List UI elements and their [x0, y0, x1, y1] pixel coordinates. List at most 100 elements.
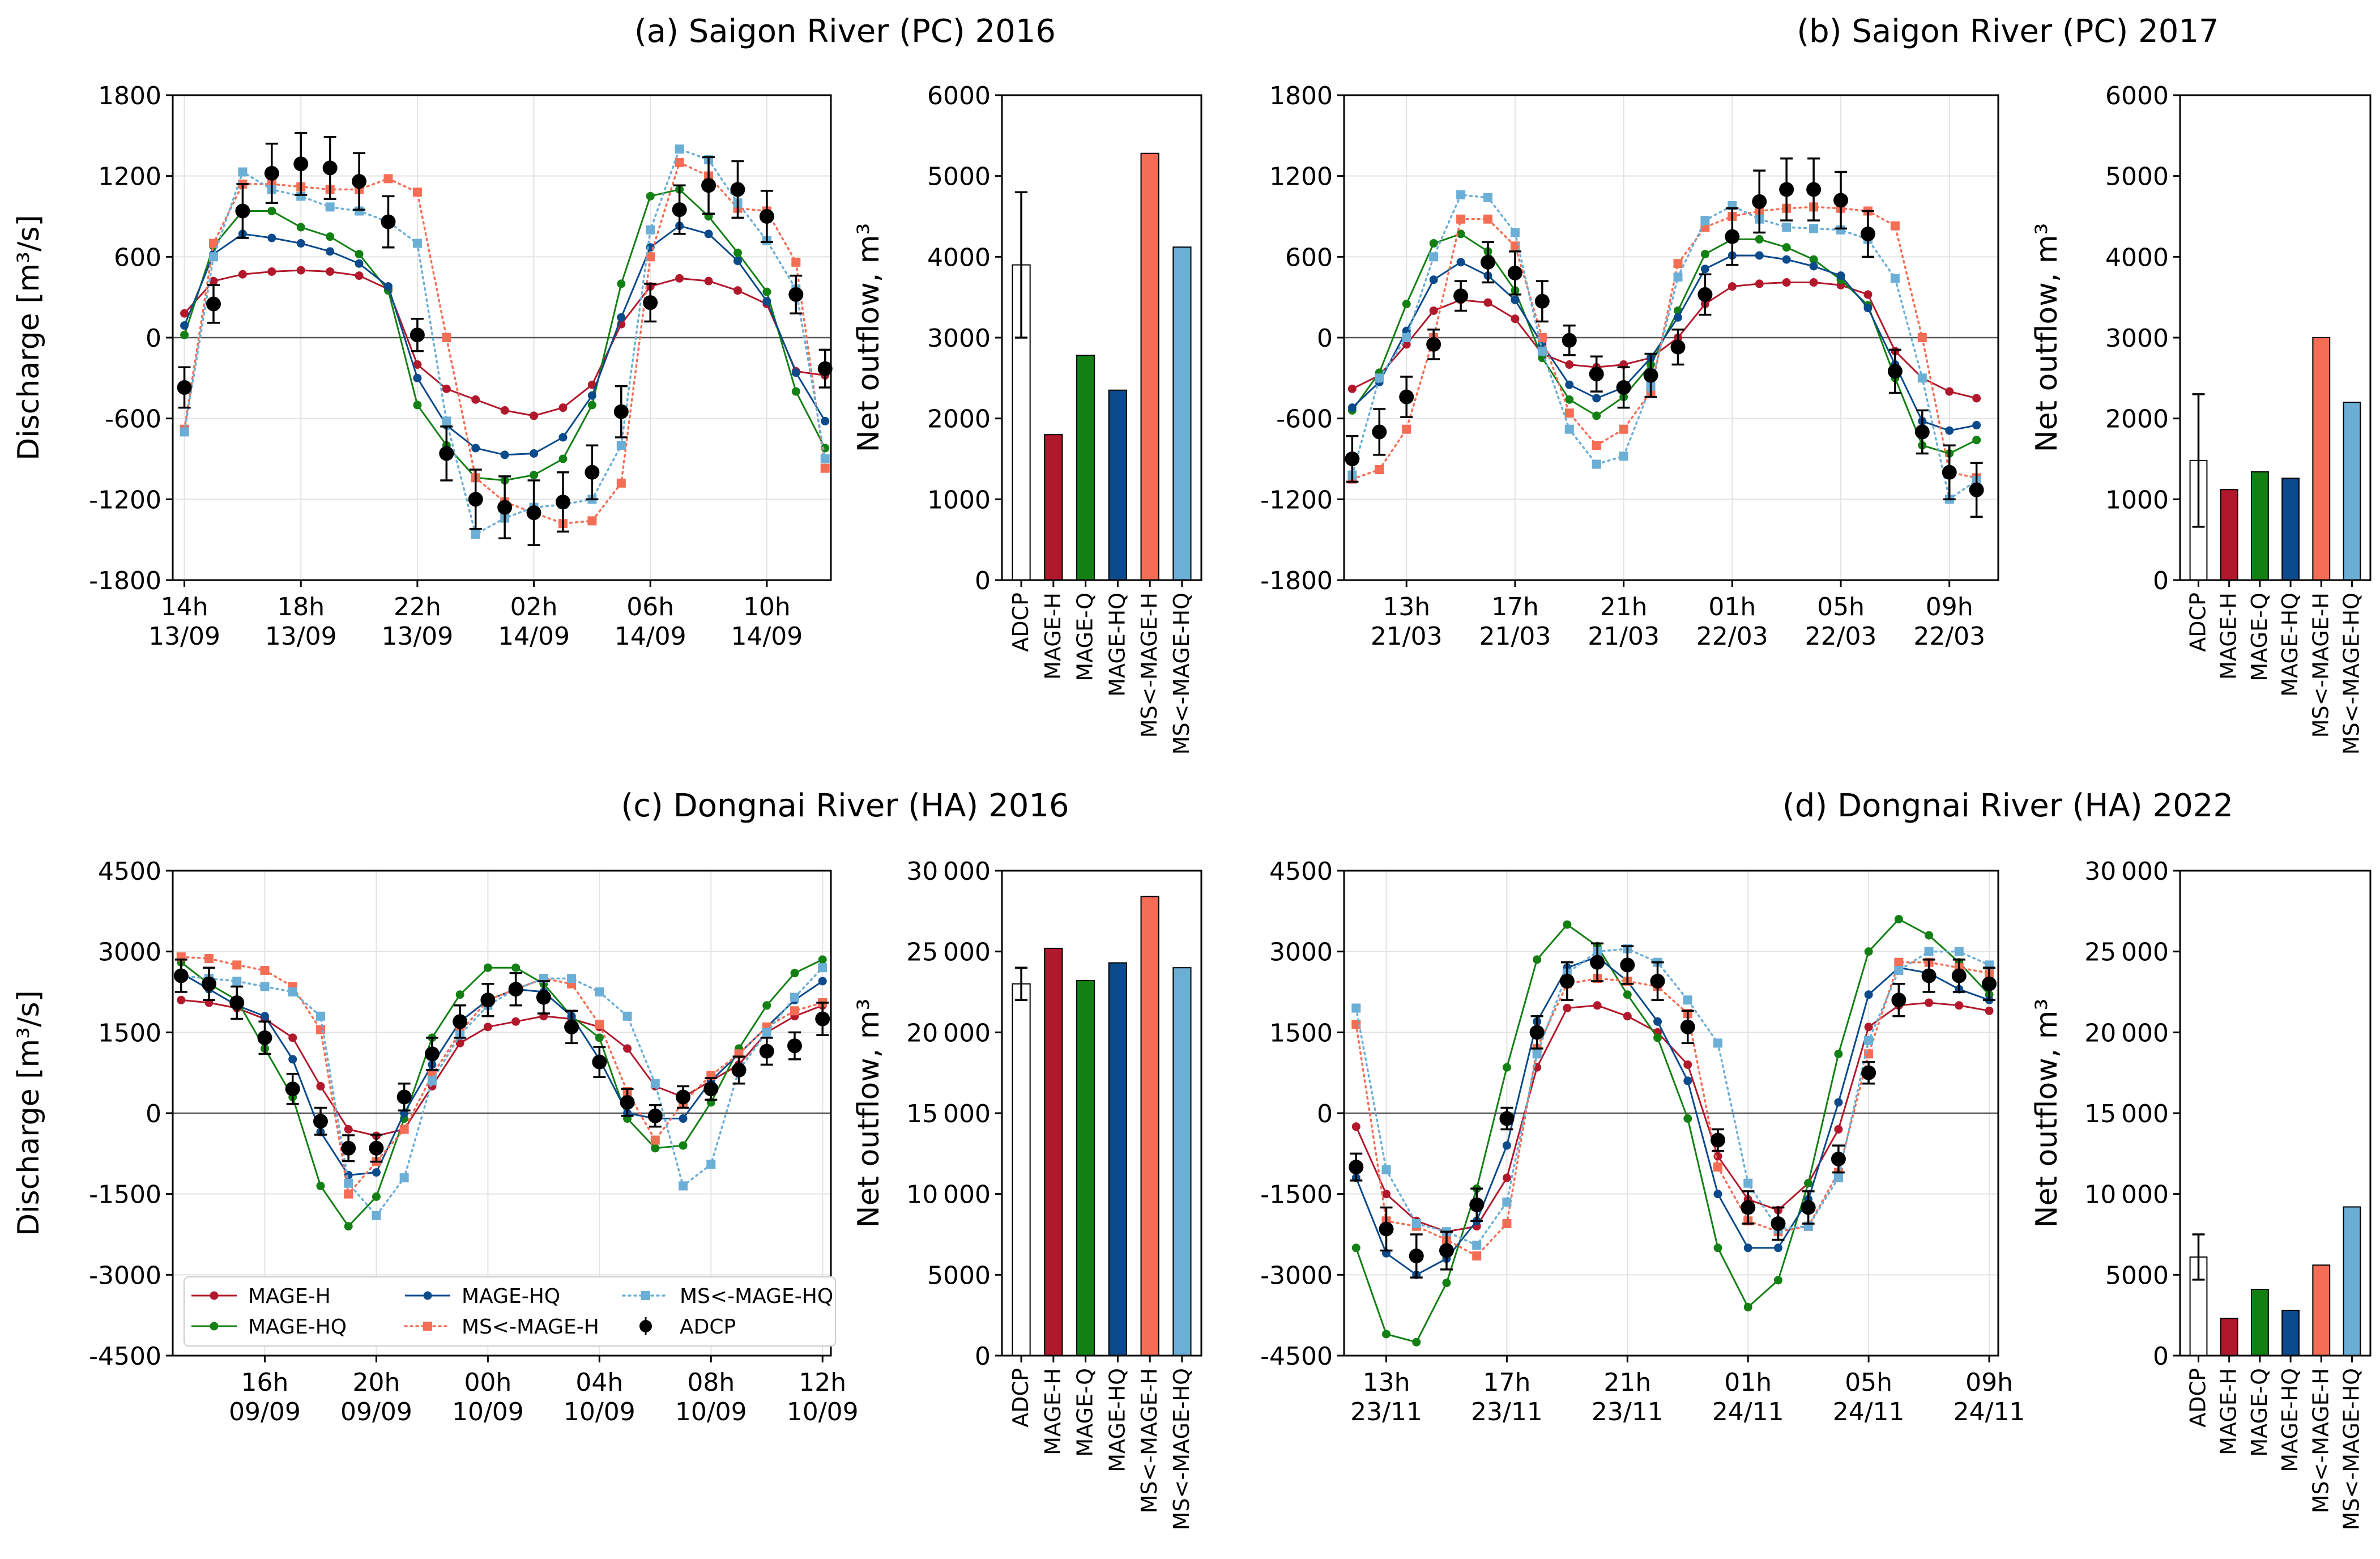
adcp-point — [1650, 961, 1665, 1002]
data-point — [564, 1019, 579, 1034]
data-point — [1917, 333, 1927, 342]
data-point — [180, 309, 189, 318]
legend-marker — [423, 1322, 432, 1331]
y-tick-label: 0 — [2153, 1342, 2169, 1371]
series-line — [1355, 956, 1990, 1276]
x-tick-label: 09h — [1926, 593, 1973, 621]
line-panel-2: -4500-3000-1500015003000450016h09/0920h0… — [12, 787, 1069, 1426]
data-point — [1529, 1025, 1545, 1040]
bar-MAGE-Q — [2251, 471, 2269, 581]
data-point — [471, 444, 480, 453]
y-tick-label: 3000 — [1269, 938, 1333, 967]
bar-MAGE-Q — [2251, 1289, 2269, 1357]
data-point — [1409, 1249, 1424, 1264]
data-point — [1456, 214, 1466, 224]
data-point — [468, 492, 483, 507]
data-point — [1954, 947, 1964, 956]
x-tick-label: 13h — [1363, 1368, 1410, 1397]
data-point — [790, 993, 799, 1002]
data-point — [1831, 1151, 1846, 1166]
data-point — [1779, 182, 1794, 197]
data-point — [180, 321, 189, 330]
panel-title: (a) Saigon River (PC) 2016 — [634, 13, 1056, 50]
series-MAGE-HQ — [177, 955, 827, 1231]
data-point — [1894, 957, 1904, 967]
data-point — [267, 206, 276, 215]
adcp-point — [536, 980, 551, 1015]
data-point — [453, 1014, 468, 1029]
y-tick-label: 1800 — [98, 82, 161, 110]
legend-label: MS<-MAGE-HQ — [680, 1285, 833, 1308]
data-point — [412, 188, 422, 197]
category-label: ADCP — [2186, 593, 2211, 652]
data-point — [500, 406, 509, 415]
y-tick-label: 600 — [1285, 243, 1333, 272]
data-point — [1771, 1216, 1786, 1231]
x-tick-label: 18h — [277, 593, 325, 621]
data-point — [369, 1140, 384, 1156]
data-point — [704, 229, 713, 238]
adcp-point — [526, 479, 541, 546]
category-label: MAGE-HQ — [2277, 1368, 2302, 1472]
series-ADCP — [1345, 157, 1984, 518]
data-point — [733, 286, 742, 295]
x-tick-label: 24/11 — [1833, 1398, 1905, 1426]
data-point — [1616, 380, 1631, 395]
y-axis-label: Net outflow, m³ — [852, 999, 886, 1228]
bar-MS<-MAGE-H — [1140, 152, 1159, 581]
adcp-point — [480, 982, 496, 1017]
data-point — [820, 454, 830, 463]
data-point — [1755, 279, 1764, 288]
adcp-point — [1469, 1187, 1485, 1222]
data-point — [260, 1012, 269, 1021]
data-point — [439, 446, 454, 461]
y-tick-label: 1200 — [1269, 163, 1333, 191]
adcp-point — [1670, 328, 1686, 366]
adcp-point — [647, 1104, 663, 1128]
bar-ADCP — [1012, 983, 1031, 1356]
y-tick-label: 25 000 — [2084, 938, 2169, 967]
adcp-point — [1680, 1009, 1695, 1045]
data-point — [733, 256, 742, 265]
data-point — [679, 1114, 688, 1123]
data-point — [1426, 336, 1441, 352]
data-point — [1381, 1165, 1391, 1174]
data-point — [1890, 221, 1900, 231]
data-point — [1564, 408, 1574, 418]
y-tick-label: 1500 — [1269, 1019, 1333, 1047]
legend-label: MAGE-HQ — [462, 1285, 560, 1308]
adcp-point — [1453, 280, 1469, 312]
data-point — [1972, 436, 1981, 445]
x-tick-label: 00h — [464, 1368, 511, 1397]
adcp-point — [313, 1106, 328, 1136]
y-tick-label: 15 000 — [906, 1100, 991, 1128]
data-point — [355, 271, 364, 280]
data-point — [383, 282, 393, 291]
data-point — [1502, 1197, 1512, 1207]
data-point — [344, 1125, 353, 1134]
data-point — [1483, 193, 1493, 202]
data-point — [1713, 1190, 1722, 1199]
data-point — [1972, 421, 1981, 430]
bar-MS<-MAGE-HQ — [2343, 1206, 2361, 1357]
data-point — [675, 157, 684, 167]
data-point — [1565, 380, 1574, 389]
data-point — [177, 380, 192, 395]
adcp-point — [1741, 1190, 1756, 1225]
data-point — [1697, 287, 1713, 302]
series-line — [184, 224, 826, 456]
y-tick-label: 3000 — [98, 938, 161, 967]
adcp-point — [341, 1134, 356, 1162]
adcp-point — [1559, 961, 1575, 1002]
x-tick-label: 23/11 — [1471, 1398, 1543, 1426]
data-point — [675, 144, 684, 154]
data-point — [790, 969, 799, 978]
data-point — [326, 247, 335, 256]
data-point — [1429, 275, 1438, 284]
y-tick-label: 0 — [2153, 566, 2169, 595]
adcp-point — [1399, 376, 1414, 419]
data-point — [1683, 995, 1692, 1005]
data-point — [344, 1189, 353, 1199]
data-point — [1351, 1243, 1360, 1253]
category-label: MAGE-H — [1040, 1368, 1065, 1455]
